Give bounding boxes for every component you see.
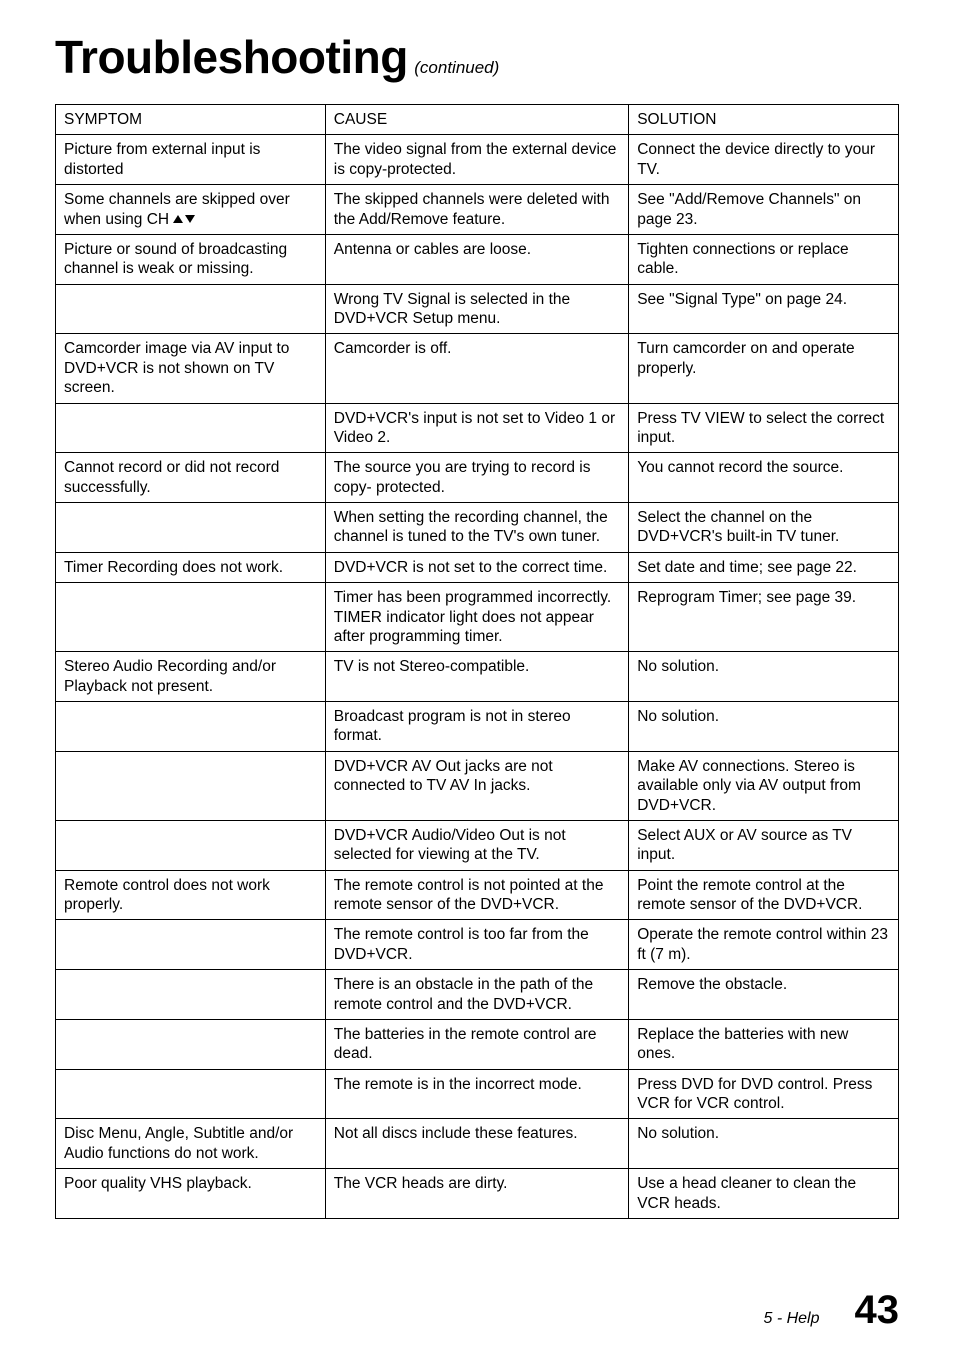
cell-cause: DVD+VCR's input is not set to Video 1 or… bbox=[325, 403, 628, 453]
cell-cause: The remote is in the incorrect mode. bbox=[325, 1069, 628, 1119]
table-row: Picture or sound of broadcasting channel… bbox=[56, 234, 899, 284]
table-row: Stereo Audio Recording and/or Playback n… bbox=[56, 652, 899, 702]
cell-cause: The remote control is not pointed at the… bbox=[325, 870, 628, 920]
footer-page-number: 43 bbox=[855, 1288, 900, 1333]
cell-solution: Tighten connections or replace cable. bbox=[629, 234, 899, 284]
cell-cause: The batteries in the remote control are … bbox=[325, 1019, 628, 1069]
cell-solution: Set date and time; see page 22. bbox=[629, 552, 899, 582]
cell-symptom: Stereo Audio Recording and/or Playback n… bbox=[56, 652, 326, 702]
cell-solution: No solution. bbox=[629, 652, 899, 702]
cell-solution: Press DVD for DVD control. Press VCR for… bbox=[629, 1069, 899, 1119]
cell-cause: The skipped channels were deleted with t… bbox=[325, 185, 628, 235]
cell-symptom: Some channels are skipped over when usin… bbox=[56, 185, 326, 235]
table-row: DVD+VCR's input is not set to Video 1 or… bbox=[56, 403, 899, 453]
cell-symptom: Picture or sound of broadcasting channel… bbox=[56, 234, 326, 284]
table-row: The batteries in the remote control are … bbox=[56, 1019, 899, 1069]
cell-symptom bbox=[56, 820, 326, 870]
cell-symptom bbox=[56, 751, 326, 820]
table-row: Some channels are skipped over when usin… bbox=[56, 185, 899, 235]
cell-solution: Make AV connections. Stereo is available… bbox=[629, 751, 899, 820]
cell-symptom: Remote control does not work properly. bbox=[56, 870, 326, 920]
cell-symptom: Cannot record or did not record successf… bbox=[56, 453, 326, 503]
table-row: Broadcast program is not in stereo forma… bbox=[56, 702, 899, 752]
cell-solution: Turn camcorder on and operate properly. bbox=[629, 334, 899, 403]
cell-symptom bbox=[56, 1069, 326, 1119]
cell-cause: The video signal from the external devic… bbox=[325, 135, 628, 185]
cell-cause: DVD+VCR is not set to the correct time. bbox=[325, 552, 628, 582]
header-solution: SOLUTION bbox=[629, 105, 899, 135]
cell-symptom: Picture from external input is distorted bbox=[56, 135, 326, 185]
cell-cause: DVD+VCR AV Out jacks are not connected t… bbox=[325, 751, 628, 820]
cell-symptom bbox=[56, 1019, 326, 1069]
table-row: Timer Recording does not work.DVD+VCR is… bbox=[56, 552, 899, 582]
cell-symptom bbox=[56, 583, 326, 652]
table-row: When setting the recording channel, the … bbox=[56, 503, 899, 553]
cell-solution: Replace the batteries with new ones. bbox=[629, 1019, 899, 1069]
cell-cause: When setting the recording channel, the … bbox=[325, 503, 628, 553]
cell-solution: See "Add/Remove Channels" on page 23. bbox=[629, 185, 899, 235]
cell-symptom bbox=[56, 970, 326, 1020]
cell-solution: See "Signal Type" on page 24. bbox=[629, 284, 899, 334]
cell-solution: Connect the device directly to your TV. bbox=[629, 135, 899, 185]
cell-symptom bbox=[56, 503, 326, 553]
cell-cause: The remote control is too far from the D… bbox=[325, 920, 628, 970]
table-row: Poor quality VHS playback.The VCR heads … bbox=[56, 1169, 899, 1219]
cell-symptom: Disc Menu, Angle, Subtitle and/or Audio … bbox=[56, 1119, 326, 1169]
table-row: Wrong TV Signal is selected in the DVD+V… bbox=[56, 284, 899, 334]
cell-cause: Wrong TV Signal is selected in the DVD+V… bbox=[325, 284, 628, 334]
cell-cause: DVD+VCR Audio/Video Out is not selected … bbox=[325, 820, 628, 870]
cell-solution: Select the channel on the DVD+VCR's buil… bbox=[629, 503, 899, 553]
table-row: Picture from external input is distorted… bbox=[56, 135, 899, 185]
table-row: The remote control is too far from the D… bbox=[56, 920, 899, 970]
cell-symptom bbox=[56, 702, 326, 752]
page-title-block: Troubleshooting (continued) bbox=[55, 30, 899, 84]
table-row: DVD+VCR Audio/Video Out is not selected … bbox=[56, 820, 899, 870]
cell-solution: Point the remote control at the remote s… bbox=[629, 870, 899, 920]
cell-solution: Press TV VIEW to select the correct inpu… bbox=[629, 403, 899, 453]
cell-cause: TV is not Stereo-compatible. bbox=[325, 652, 628, 702]
cell-solution: Select AUX or AV source as TV input. bbox=[629, 820, 899, 870]
header-symptom: SYMPTOM bbox=[56, 105, 326, 135]
cell-cause: The VCR heads are dirty. bbox=[325, 1169, 628, 1219]
cell-symptom bbox=[56, 920, 326, 970]
cell-cause: Camcorder is off. bbox=[325, 334, 628, 403]
arrow-up-icon bbox=[173, 215, 183, 223]
table-row: Timer has been programmed incorrectly. T… bbox=[56, 583, 899, 652]
page-title-suffix: (continued) bbox=[414, 58, 499, 77]
cell-symptom: Camcorder image via AV input to DVD+VCR … bbox=[56, 334, 326, 403]
cell-solution: Reprogram Timer; see page 39. bbox=[629, 583, 899, 652]
troubleshooting-table: SYMPTOM CAUSE SOLUTION Picture from exte… bbox=[55, 104, 899, 1219]
cell-cause: Not all discs include these features. bbox=[325, 1119, 628, 1169]
table-row: Camcorder image via AV input to DVD+VCR … bbox=[56, 334, 899, 403]
table-row: Cannot record or did not record successf… bbox=[56, 453, 899, 503]
footer-section: 5 - Help bbox=[763, 1310, 819, 1328]
table-row: Disc Menu, Angle, Subtitle and/or Audio … bbox=[56, 1119, 899, 1169]
table-header-row: SYMPTOM CAUSE SOLUTION bbox=[56, 105, 899, 135]
page-footer: 5 - Help 43 bbox=[763, 1288, 899, 1333]
table-row: Remote control does not work properly.Th… bbox=[56, 870, 899, 920]
cell-solution: You cannot record the source. bbox=[629, 453, 899, 503]
cell-symptom: Poor quality VHS playback. bbox=[56, 1169, 326, 1219]
cell-solution: No solution. bbox=[629, 1119, 899, 1169]
cell-cause: Broadcast program is not in stereo forma… bbox=[325, 702, 628, 752]
cell-cause: There is an obstacle in the path of the … bbox=[325, 970, 628, 1020]
cell-cause: The source you are trying to record is c… bbox=[325, 453, 628, 503]
header-cause: CAUSE bbox=[325, 105, 628, 135]
table-row: There is an obstacle in the path of the … bbox=[56, 970, 899, 1020]
table-row: DVD+VCR AV Out jacks are not connected t… bbox=[56, 751, 899, 820]
page-title: Troubleshooting bbox=[55, 31, 408, 83]
table-row: The remote is in the incorrect mode.Pres… bbox=[56, 1069, 899, 1119]
cell-solution: Operate the remote control within 23 ft … bbox=[629, 920, 899, 970]
cell-cause: Timer has been programmed incorrectly. T… bbox=[325, 583, 628, 652]
cell-solution: Remove the obstacle. bbox=[629, 970, 899, 1020]
cell-cause: Antenna or cables are loose. bbox=[325, 234, 628, 284]
cell-symptom: Timer Recording does not work. bbox=[56, 552, 326, 582]
cell-symptom bbox=[56, 284, 326, 334]
cell-solution: No solution. bbox=[629, 702, 899, 752]
cell-solution: Use a head cleaner to clean the VCR head… bbox=[629, 1169, 899, 1219]
arrow-down-icon bbox=[185, 215, 195, 223]
cell-symptom bbox=[56, 403, 326, 453]
